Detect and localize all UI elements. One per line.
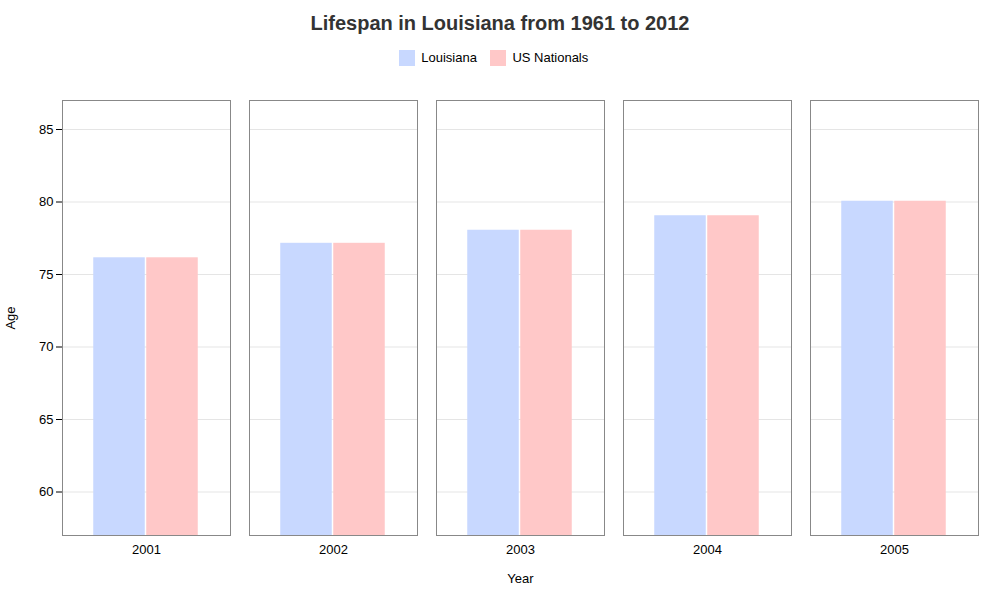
html-text:US Nationals: US Nationals bbox=[512, 50, 589, 65]
svg-text:75: 75 bbox=[39, 266, 53, 281]
html-text:Louisiana: Louisiana bbox=[421, 50, 477, 65]
svg-text:Year: Year bbox=[507, 570, 534, 585]
svg-text:60: 60 bbox=[39, 484, 53, 499]
svg-text:Age: Age bbox=[3, 306, 18, 329]
svg-text:65: 65 bbox=[39, 411, 53, 426]
svg-text:85: 85 bbox=[39, 121, 53, 136]
svg-text:2002: 2002 bbox=[319, 541, 348, 556]
svg-text:2003: 2003 bbox=[506, 541, 535, 556]
svg-text:2004: 2004 bbox=[693, 541, 722, 556]
svg-text:2005: 2005 bbox=[880, 541, 909, 556]
svg-text:80: 80 bbox=[39, 194, 53, 209]
html-text:Lifespan in Louisiana from 196: Lifespan in Louisiana from 1961 to 2012 bbox=[310, 12, 690, 34]
svg-text:70: 70 bbox=[39, 339, 53, 354]
svg-text:2001: 2001 bbox=[132, 541, 161, 556]
